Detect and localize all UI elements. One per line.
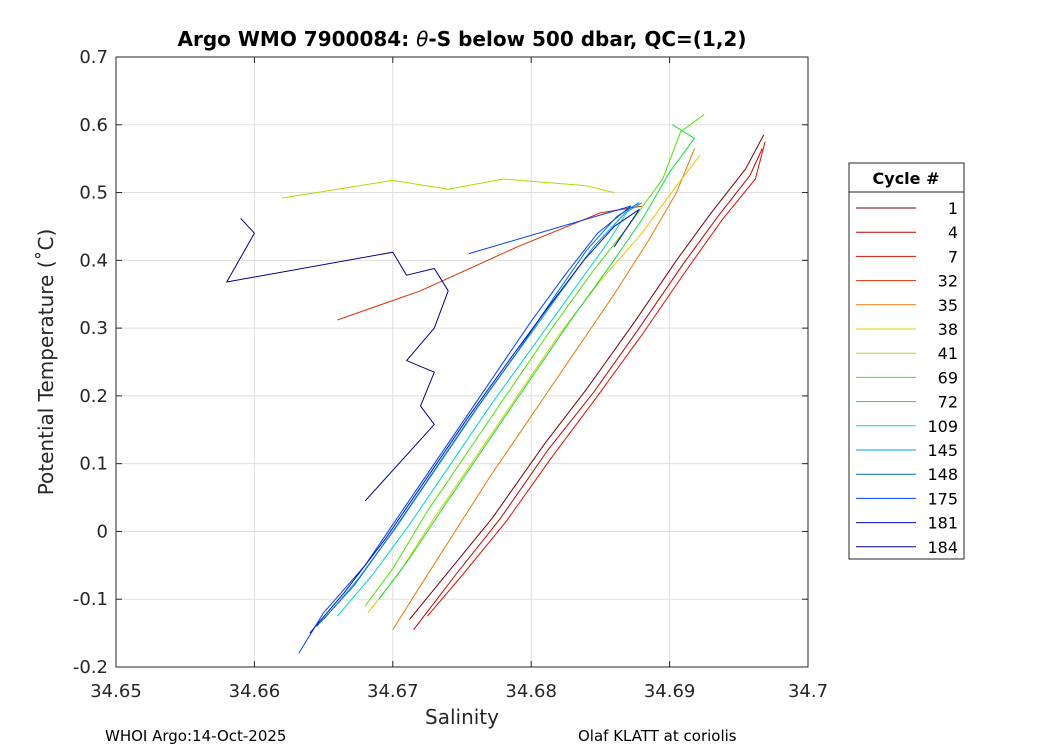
legend-label-cycle-181: 181 bbox=[927, 514, 958, 533]
legend-label-cycle-41: 41 bbox=[938, 344, 958, 363]
x-axis-label: Salinity bbox=[425, 705, 499, 729]
y-axis-ticks: -0.2 -0.1 0 0.1 0.2 0.3 0.4 0.5 0.6 0.7 bbox=[73, 47, 808, 678]
footer-left: WHOI Argo:14-Oct-2025 bbox=[105, 727, 286, 745]
legend-label-cycle-1: 1 bbox=[948, 199, 958, 218]
x-tick-label: 34.68 bbox=[505, 681, 557, 702]
series-line-cycle-41 bbox=[282, 178, 615, 199]
x-tick-label: 34.69 bbox=[644, 681, 696, 702]
series-line-cycle-38 bbox=[367, 154, 701, 614]
legend-label-cycle-35: 35 bbox=[938, 296, 958, 315]
legend-title: Cycle # bbox=[873, 169, 940, 188]
series-line-cycle-35 bbox=[392, 148, 695, 630]
plot-background bbox=[116, 57, 808, 667]
legend: Cycle # 1 4 7 32 35 38 41 69 72 109 145 148 175 181 18… bbox=[848, 162, 965, 560]
legend-label-cycle-38: 38 bbox=[938, 320, 958, 339]
legend-label-cycle-109: 109 bbox=[927, 417, 958, 436]
y-tick-label: 0.4 bbox=[79, 250, 108, 271]
y-tick-label: 0.7 bbox=[79, 47, 108, 68]
legend-label-cycle-69: 69 bbox=[938, 368, 958, 387]
series-line-cycle-72 bbox=[378, 124, 695, 600]
series-line-cycle-175 bbox=[298, 205, 632, 654]
x-tick-label: 34.7 bbox=[788, 681, 828, 702]
series-line-cycle-7 bbox=[427, 141, 766, 617]
legend-items: 1 4 7 32 35 38 41 69 72 109 145 148 175 181 184 bbox=[856, 199, 958, 557]
x-tick-label: 34.66 bbox=[229, 681, 281, 702]
y-tick-label: -0.1 bbox=[73, 589, 108, 610]
legend-label-cycle-72: 72 bbox=[938, 393, 958, 412]
x-tick-label: 34.65 bbox=[90, 681, 142, 702]
y-tick-label: 0.3 bbox=[79, 318, 108, 339]
series-line-cycle-69 bbox=[364, 114, 705, 607]
y-tick-label: 0.5 bbox=[79, 183, 108, 204]
x-tick-label: 34.67 bbox=[367, 681, 419, 702]
legend-label-cycle-148: 148 bbox=[927, 465, 958, 484]
legend-box bbox=[848, 162, 965, 560]
series-line-cycle-148 bbox=[316, 202, 640, 627]
y-tick-label: -0.2 bbox=[73, 657, 108, 678]
y-tick-label: 0.2 bbox=[79, 386, 108, 407]
y-tick-label: 0 bbox=[97, 521, 108, 542]
y-tick-label: 0.1 bbox=[79, 454, 108, 475]
y-axis-label: Potential Temperature (˚C) bbox=[34, 229, 58, 496]
series-line-cycle-1 bbox=[409, 134, 765, 620]
plot-frame bbox=[115, 56, 809, 668]
plot-area: 34.65 34.66 34.67 34.68 34.69 34.7 -0.2 -0.1 0 0… bbox=[73, 47, 828, 702]
series-line-cycle-4 bbox=[413, 148, 763, 631]
legend-label-cycle-184: 184 bbox=[927, 538, 958, 557]
chart-title: Argo WMO 7900084: θ-S below 500 dbar, QC… bbox=[178, 27, 747, 51]
x-axis-ticks: 34.65 34.66 34.67 34.68 34.69 34.7 bbox=[90, 57, 828, 702]
legend-label-cycle-175: 175 bbox=[927, 489, 958, 508]
footer-right: Olaf KLATT at coriolis bbox=[578, 727, 737, 745]
series-line-cycle-184 bbox=[226, 217, 449, 502]
legend-label-cycle-4: 4 bbox=[948, 223, 958, 242]
legend-label-cycle-7: 7 bbox=[948, 247, 958, 266]
y-tick-label: 0.6 bbox=[79, 115, 108, 136]
series-line-cycle-109 bbox=[337, 205, 632, 617]
series-line-cycle-181 bbox=[309, 209, 640, 634]
legend-label-cycle-32: 32 bbox=[938, 272, 958, 291]
data-series bbox=[226, 114, 766, 654]
legend-label-cycle-145: 145 bbox=[927, 441, 958, 460]
